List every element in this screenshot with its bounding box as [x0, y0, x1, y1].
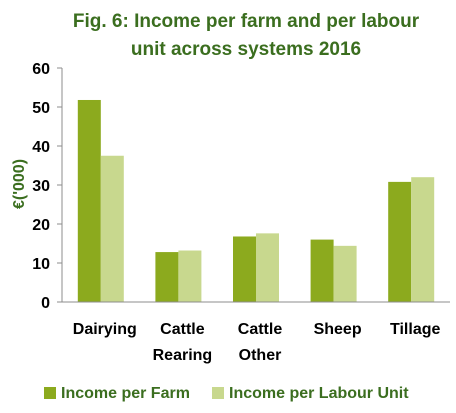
legend-swatch — [212, 387, 224, 399]
bar-income-per-labour-unit — [256, 233, 279, 302]
x-category-label: Cattle — [238, 321, 283, 338]
x-category-label: Other — [239, 347, 282, 364]
bar-income-per-farm — [310, 239, 334, 302]
y-tick-label: 40 — [32, 139, 50, 156]
x-category-label: Tillage — [390, 321, 440, 338]
chart-title: Fig. 6: Income per farm and per labour u… — [73, 11, 420, 60]
y-tick-label: 0 — [41, 295, 50, 312]
bar-income-per-labour-unit — [411, 177, 435, 302]
bar-income-per-labour-unit — [178, 250, 202, 302]
x-category-label: Rearing — [153, 347, 213, 364]
x-category-label: Dairying — [73, 321, 137, 338]
legend-label: Income per Farm — [61, 385, 190, 402]
legend: Income per Farm Income per Labour Unit — [44, 385, 409, 402]
bar-income-per-farm — [155, 252, 179, 302]
bar-income-per-labour-unit — [333, 245, 357, 302]
y-tick-label: 20 — [32, 217, 50, 234]
chart-title-line-2: unit across systems 2016 — [131, 39, 361, 60]
y-tick-label: 60 — [32, 61, 50, 78]
bar-income-per-labour-unit — [100, 155, 124, 302]
bar-income-per-farm — [233, 236, 256, 302]
y-tick-label: 10 — [32, 256, 50, 273]
legend-label: Income per Labour Unit — [229, 385, 409, 402]
chart-title-line-1: Fig. 6: Income per farm and per labour — [73, 11, 420, 32]
legend-swatch — [44, 387, 56, 399]
x-category-label: Sheep — [314, 321, 362, 338]
y-axis-label: €('000) — [11, 159, 28, 209]
y-tick-label: 50 — [32, 100, 50, 117]
bar-income-per-farm — [388, 181, 412, 302]
y-tick-label: 30 — [32, 178, 50, 195]
x-category-label: Cattle — [160, 321, 205, 338]
plot-area: 0 10 20 30 40 50 60 Dairying Cattle Rearing Cattle… — [32, 61, 450, 364]
bar-income-per-farm — [77, 99, 101, 302]
